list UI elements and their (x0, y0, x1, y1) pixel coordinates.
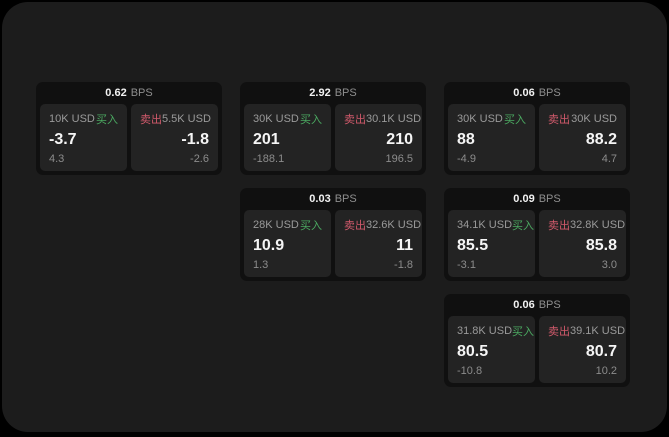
sell-side-label: 卖出 (140, 114, 162, 126)
buy-amount: 30K USD (253, 113, 299, 125)
buy-amount: 28K USD (253, 219, 299, 231)
sell-sub-value: 3.0 (601, 259, 617, 271)
buy-sub-value: 1.3 (253, 259, 269, 271)
sell-amount: 5.5K USD (162, 113, 211, 125)
bps-unit: BPS (334, 87, 357, 99)
sell-price: 11 (396, 237, 413, 255)
buy-price: 10.9 (253, 237, 285, 255)
sell-panel[interactable]: 卖出 5.5K USD -1.8 -2.6 (131, 104, 218, 171)
buy-price: 88 (457, 131, 475, 149)
bps-header: 0.03 BPS (244, 188, 422, 210)
sell-sub-value: -1.8 (394, 259, 413, 271)
quote-panels: 30K USD 买入 201 -188.1 卖出 30.1K USD 210 1… (244, 104, 422, 171)
quote-card: 0.62 BPS 10K USD 买入 -3.7 4.3 卖出 5.5K USD… (36, 82, 222, 175)
sell-amount: 30.1K USD (366, 113, 422, 125)
quote-card: 2.92 BPS 30K USD 买入 201 -188.1 卖出 30.1K … (240, 82, 426, 175)
quote-card: 0.06 BPS 30K USD 买入 88 -4.9 卖出 30K USD 8… (444, 82, 630, 175)
bps-header: 0.06 BPS (448, 294, 626, 316)
bps-value: 2.92 (309, 87, 331, 99)
buy-side-label: 买入 (512, 326, 535, 338)
quote-panels: 34.1K USD 买入 85.5 -3.1 卖出 32.8K USD 85.8… (448, 210, 626, 277)
buy-amount: 34.1K USD (457, 219, 513, 231)
buy-panel[interactable]: 30K USD 买入 88 -4.9 (448, 104, 535, 171)
buy-sub-value: -4.9 (457, 153, 476, 165)
sell-amount: 39.1K USD (570, 325, 626, 337)
buy-side-label: 买入 (300, 220, 322, 232)
quote-panels: 10K USD 买入 -3.7 4.3 卖出 5.5K USD -1.8 -2.… (40, 104, 218, 171)
sell-side-label: 卖出 (548, 114, 570, 126)
quote-panels: 31.8K USD 买入 80.5 -10.8 卖出 39.1K USD 80.… (448, 316, 626, 383)
buy-amount: 31.8K USD (457, 325, 513, 337)
buy-price: -3.7 (49, 131, 77, 149)
sell-panel[interactable]: 卖出 30.1K USD 210 196.5 (335, 104, 422, 171)
sell-side-label: 卖出 (548, 326, 570, 338)
buy-side-label: 买入 (96, 114, 118, 126)
buy-panel[interactable]: 30K USD 买入 201 -188.1 (244, 104, 331, 171)
buy-side-label: 买入 (504, 114, 526, 126)
bps-unit: BPS (538, 299, 561, 311)
sell-price: 80.7 (585, 343, 617, 361)
bps-header: 0.62 BPS (40, 82, 218, 104)
bps-value: 0.62 (105, 87, 127, 99)
quote-panels: 28K USD 买入 10.9 1.3 卖出 32.6K USD 11 -1.8 (244, 210, 422, 277)
buy-panel[interactable]: 34.1K USD 买入 85.5 -3.1 (448, 210, 535, 277)
bps-header: 0.09 BPS (448, 188, 626, 210)
sell-amount: 32.6K USD (366, 219, 422, 231)
buy-sub-value: -188.1 (253, 153, 285, 165)
bps-unit: BPS (334, 193, 357, 205)
sell-side-label: 卖出 (344, 220, 366, 232)
sell-amount: 30K USD (571, 113, 617, 125)
sell-sub-value: 196.5 (385, 153, 413, 165)
buy-panel[interactable]: 31.8K USD 买入 80.5 -10.8 (448, 316, 535, 383)
buy-side-label: 买入 (300, 114, 322, 126)
buy-amount: 10K USD (49, 113, 95, 125)
bps-unit: BPS (538, 87, 561, 99)
bps-value: 0.06 (513, 87, 535, 99)
quote-card: 0.06 BPS 31.8K USD 买入 80.5 -10.8 卖出 39.1… (444, 294, 630, 387)
bps-header: 0.06 BPS (448, 82, 626, 104)
bps-unit: BPS (538, 193, 561, 205)
bps-value: 0.06 (513, 299, 535, 311)
sell-price: 88.2 (585, 131, 617, 149)
bps-unit: BPS (130, 87, 153, 99)
sell-side-label: 卖出 (548, 220, 570, 232)
buy-amount: 30K USD (457, 113, 503, 125)
sell-price: -1.8 (181, 131, 209, 149)
sell-sub-value: 10.2 (595, 365, 617, 377)
sell-panel[interactable]: 卖出 39.1K USD 80.7 10.2 (539, 316, 626, 383)
buy-side-label: 买入 (512, 220, 535, 232)
bps-value: 0.09 (513, 193, 535, 205)
quote-card: 0.03 BPS 28K USD 买入 10.9 1.3 卖出 32.6K US… (240, 188, 426, 281)
quote-card: 0.09 BPS 34.1K USD 买入 85.5 -3.1 卖出 32.8K… (444, 188, 630, 281)
sell-sub-value: -2.6 (190, 153, 209, 165)
sell-panel[interactable]: 卖出 32.6K USD 11 -1.8 (335, 210, 422, 277)
buy-panel[interactable]: 28K USD 买入 10.9 1.3 (244, 210, 331, 277)
buy-price: 201 (253, 131, 280, 149)
buy-price: 80.5 (457, 343, 489, 361)
buy-panel[interactable]: 10K USD 买入 -3.7 4.3 (40, 104, 127, 171)
buy-sub-value: 4.3 (49, 153, 65, 165)
bps-header: 2.92 BPS (244, 82, 422, 104)
buy-price: 85.5 (457, 237, 489, 255)
quote-panels: 30K USD 买入 88 -4.9 卖出 30K USD 88.2 4.7 (448, 104, 626, 171)
sell-amount: 32.8K USD (570, 219, 626, 231)
sell-panel[interactable]: 卖出 30K USD 88.2 4.7 (539, 104, 626, 171)
buy-sub-value: -3.1 (457, 259, 476, 271)
sell-sub-value: 4.7 (601, 153, 617, 165)
sell-price: 210 (386, 131, 413, 149)
buy-sub-value: -10.8 (457, 365, 483, 377)
sell-panel[interactable]: 卖出 32.8K USD 85.8 3.0 (539, 210, 626, 277)
bps-value: 0.03 (309, 193, 331, 205)
sell-price: 85.8 (585, 237, 617, 255)
sell-side-label: 卖出 (344, 114, 366, 126)
